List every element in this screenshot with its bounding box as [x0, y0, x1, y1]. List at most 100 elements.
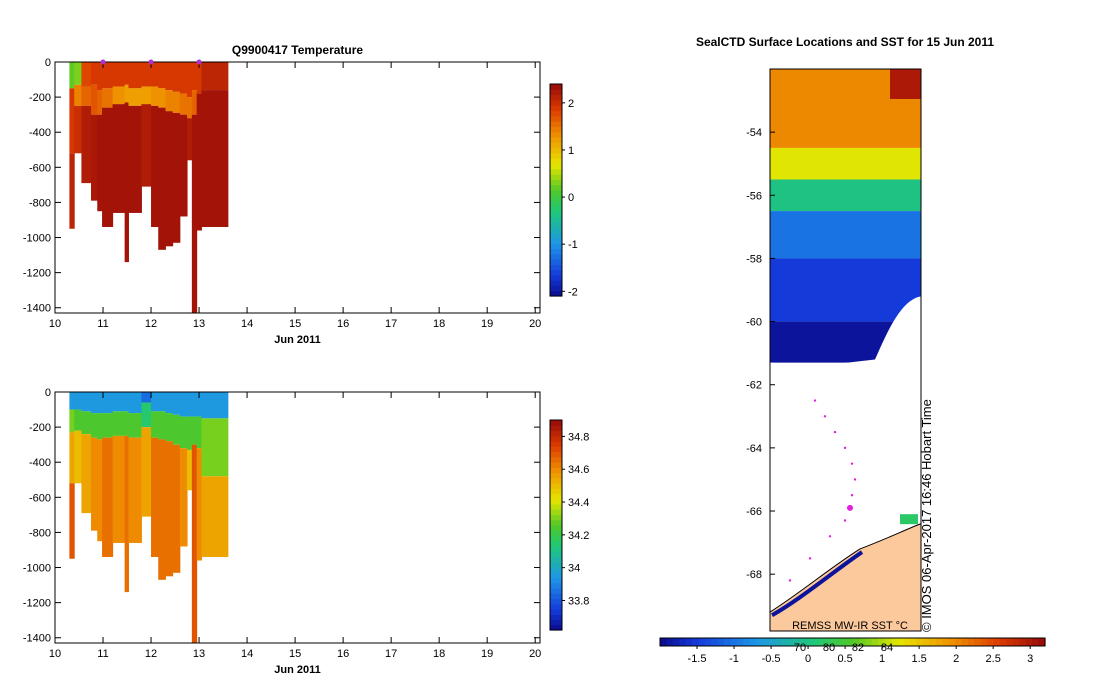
x-tick-label: 15	[289, 648, 301, 660]
profile-4-layer-2	[91, 413, 98, 438]
colorbar-segment	[550, 174, 562, 180]
profile-17-layer-2	[191, 90, 198, 115]
map-colorbar-segment	[743, 638, 751, 646]
y-tick-label: -400	[29, 457, 51, 469]
profile-11-layer-1	[151, 392, 159, 412]
lat-tick-label: -58	[746, 253, 762, 265]
profile-13-layer-2	[165, 413, 174, 442]
sst-band-3	[770, 179, 921, 212]
map-colorbar-segment	[737, 638, 745, 646]
colorbar-segment	[550, 467, 562, 474]
profile-9-layer-2	[128, 413, 142, 438]
profile-19-layer-3	[201, 476, 229, 557]
colorbar-segment	[550, 89, 562, 96]
profile-19-layer-1	[201, 62, 229, 91]
colorbar-segment	[550, 200, 562, 207]
seal-track-point	[813, 399, 817, 402]
map-colorbar-segment	[884, 638, 892, 646]
profile-5-layer-3	[97, 439, 103, 542]
x-tick-label: 19	[481, 318, 493, 330]
y-tick-label: -1000	[23, 563, 51, 575]
profile-9-layer-1	[128, 62, 142, 89]
colorbar-segment	[550, 535, 562, 542]
seal-track-point	[808, 557, 812, 560]
colorbar-segment	[550, 456, 562, 463]
colorbar-segment	[550, 126, 562, 133]
map-colorbar-segment	[756, 638, 764, 646]
profile-12-layer-2	[158, 411, 166, 440]
colorbar-segment	[550, 195, 562, 202]
profile-8-layer-3	[124, 102, 129, 263]
map-colorbar-segment	[1032, 638, 1040, 646]
profile-11-layer-3	[151, 437, 159, 557]
profile-11-layer-3	[151, 105, 159, 227]
profile-6-layer-1	[102, 62, 114, 89]
profile-13-layer-3	[165, 111, 174, 247]
map-colorbar-segment	[878, 638, 886, 646]
map-colorbar-segment	[749, 638, 757, 646]
colorbar-segment	[550, 530, 562, 537]
colorbar-segment	[550, 152, 562, 159]
profile-10-layer-1	[141, 392, 152, 403]
profile-7-layer-2	[112, 86, 126, 105]
profile-14-layer-1	[172, 392, 181, 415]
map-colorbar-segment	[955, 638, 963, 646]
seal-track-point	[788, 579, 792, 582]
colorbar-segment	[550, 280, 562, 286]
map-colorbar-segment	[942, 638, 950, 646]
map-colorbar-segment	[961, 638, 969, 646]
sst-coastal-patch	[900, 514, 918, 525]
profile-19-layer-1	[201, 392, 229, 419]
seal-track-point	[853, 478, 857, 481]
profile-1-layer-3	[69, 432, 75, 484]
colorbar-segment	[550, 264, 562, 271]
x-tick-label: 16	[337, 648, 349, 660]
profile-4-layer-1	[91, 62, 98, 85]
map-colorbar-segment	[865, 638, 873, 646]
map-colorbar-segment	[1038, 638, 1046, 646]
map-colorbar-segment	[858, 638, 866, 646]
map-colorbar-segment	[897, 638, 905, 646]
profile-17-layer-1	[191, 62, 198, 91]
inner-tick-label: 84	[881, 642, 893, 654]
profile-12-layer-3	[158, 439, 166, 580]
plot-frame	[54, 61, 541, 314]
colorbar-segment	[550, 588, 562, 594]
colorbar-segment	[550, 546, 562, 552]
profile-16-layer-2	[187, 416, 193, 450]
profile-2-layer-3	[74, 430, 82, 484]
colorbar-segment	[550, 441, 562, 447]
colorbar-segment	[550, 227, 562, 233]
colorbar-segment	[550, 582, 562, 589]
profile-7-layer-3	[112, 435, 126, 543]
map-colorbar-segment	[717, 638, 725, 646]
map-colorbar-segment	[1025, 638, 1033, 646]
map-colorbar-segment	[820, 638, 828, 646]
map-colorbar-segment	[916, 638, 924, 646]
colorbar-tick-label: 34	[568, 563, 580, 575]
profile-8-layer-3	[124, 435, 129, 593]
map-colorbar-segment	[852, 638, 860, 646]
y-tick-label: -1000	[23, 233, 51, 245]
map-colorbar-segment	[903, 638, 911, 646]
colorbar-segment	[550, 121, 562, 127]
colorbar-tick-label: 33.8	[568, 595, 589, 607]
map-colorbar-segment	[801, 638, 809, 646]
y-tick-label: 0	[45, 57, 51, 69]
colorbar-segment	[550, 137, 562, 143]
lat-tick-label: -60	[746, 317, 762, 329]
map-colorbar-segment	[730, 638, 738, 646]
map-colorbar-tick-label: 1	[879, 653, 885, 665]
colorbar-segment	[550, 420, 562, 426]
profile-4-layer-3	[91, 114, 98, 201]
colorbar-tick-label: -1	[568, 239, 578, 251]
colorbar-segment	[550, 577, 562, 584]
coastal-sst	[771, 550, 864, 617]
seal-surface-location	[847, 504, 853, 511]
seal-track-point	[850, 462, 854, 465]
colorbar-segment	[550, 84, 562, 90]
colorbar-tick-label: 1	[568, 145, 574, 157]
x-tick-label: 17	[385, 318, 397, 330]
profile-11-layer-2	[151, 411, 159, 438]
profile-18-layer-2	[196, 416, 202, 449]
